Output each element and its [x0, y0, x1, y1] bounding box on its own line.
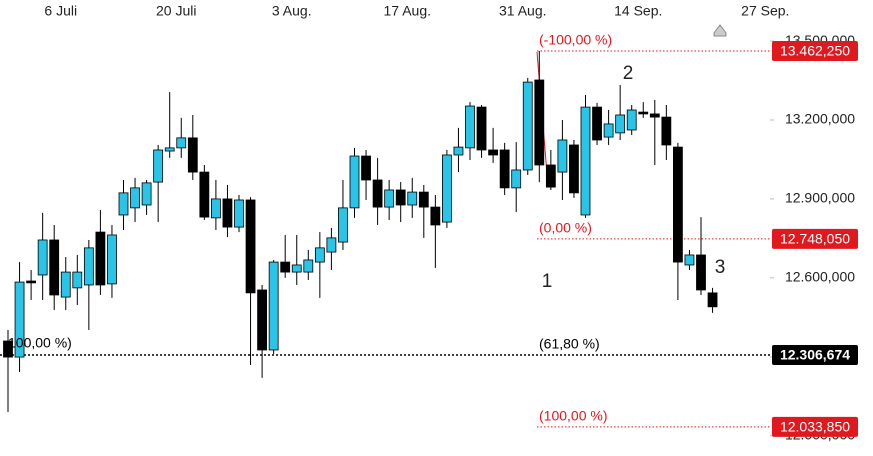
- candle-body: [141, 182, 152, 206]
- candle-body: [361, 155, 371, 181]
- level-label: 12.033,850: [780, 419, 850, 435]
- level-note: (-100,00 %): [539, 32, 612, 48]
- candle-body: [280, 261, 291, 273]
- y-tick-label: 12.900,000: [785, 190, 855, 206]
- wave-label: 1: [542, 271, 553, 292]
- candle-body: [326, 237, 337, 253]
- candle-body: [210, 198, 221, 219]
- candle-body: [107, 234, 117, 285]
- level-box: [772, 40, 858, 61]
- candle-body: [395, 189, 406, 206]
- candle-body: [72, 271, 83, 289]
- candle-body: [37, 239, 48, 276]
- candle-body: [372, 179, 383, 208]
- candle-body: [453, 146, 464, 156]
- candle-body: [707, 292, 718, 308]
- candle-body: [303, 259, 314, 273]
- candle-body: [349, 155, 360, 209]
- candle-body: [3, 340, 13, 358]
- candle-body: [83, 247, 94, 286]
- level-box: [772, 416, 858, 437]
- x-tick-label: 27 Sep.: [741, 3, 789, 19]
- level-note: (100,00 %): [539, 408, 607, 424]
- wave-label: 2: [623, 63, 634, 84]
- candle-body: [60, 271, 71, 298]
- candle-body: [291, 264, 302, 273]
- y-tick-label: 13.200,000: [785, 111, 855, 127]
- level-label: 13.462,250: [780, 43, 850, 59]
- candle-body: [407, 191, 418, 206]
- candle-body: [14, 281, 25, 358]
- candle-body: [673, 146, 683, 263]
- candle-body: [234, 199, 244, 228]
- candle-body: [592, 106, 602, 141]
- candle-body: [638, 111, 649, 115]
- candle-body: [176, 137, 187, 149]
- x-tick-label: 6 Juli: [44, 3, 77, 19]
- scroll-icon[interactable]: [713, 24, 727, 37]
- x-tick-label: 14 Sep.: [614, 3, 662, 19]
- candle-body: [696, 254, 706, 291]
- candle-body: [95, 231, 106, 286]
- candle-body: [649, 113, 660, 118]
- candle-body: [268, 261, 279, 351]
- level-note: (0,00 %): [539, 220, 592, 236]
- candle-body: [26, 280, 37, 284]
- x-tick-label: 20 Juli: [156, 3, 196, 19]
- x-tick-label: 3 Aug.: [272, 3, 312, 19]
- candle-body: [130, 187, 140, 209]
- candle-body: [534, 79, 545, 166]
- candle-body: [118, 192, 129, 216]
- level-label: 12.306,674: [780, 347, 850, 363]
- candle-body: [49, 239, 60, 296]
- candle-body: [199, 171, 210, 218]
- candle-body: [557, 139, 568, 173]
- candle-body: [603, 123, 614, 138]
- x-tick-label: 17 Aug.: [384, 3, 432, 19]
- candle-body: [257, 289, 268, 351]
- level-note-left: 100,00 %): [8, 335, 72, 351]
- candle-body: [222, 198, 233, 228]
- candle-body: [661, 116, 672, 146]
- candle-body: [187, 137, 198, 173]
- candle-body: [488, 149, 499, 156]
- candle-body: [615, 114, 626, 134]
- candle-body: [164, 147, 175, 152]
- candle-body: [580, 106, 591, 216]
- candle-body: [684, 254, 695, 266]
- candle-body: [476, 106, 487, 151]
- y-tick-label: 12.600,000: [785, 269, 855, 285]
- level-box: [772, 345, 858, 366]
- candle-body: [626, 109, 637, 131]
- wave-label: 3: [715, 257, 726, 278]
- candle-body: [245, 199, 256, 294]
- candle-body: [338, 207, 348, 243]
- level-box: [772, 228, 858, 249]
- candle-body: [499, 149, 510, 189]
- candle-body: [569, 144, 579, 194]
- candle-body: [545, 164, 556, 188]
- candle-body: [314, 247, 325, 263]
- candle-body: [441, 154, 452, 223]
- candle-body: [522, 81, 533, 171]
- candle-body: [430, 206, 441, 226]
- candle-body: [384, 189, 395, 208]
- candle-body: [465, 105, 475, 149]
- level-note: (61,80 %): [539, 336, 600, 352]
- x-tick-label: 31 Aug.: [499, 3, 547, 19]
- candle-body: [511, 169, 522, 189]
- candle-body: [418, 191, 429, 208]
- level-label: 12.748,050: [780, 231, 850, 247]
- candle-body: [153, 149, 164, 183]
